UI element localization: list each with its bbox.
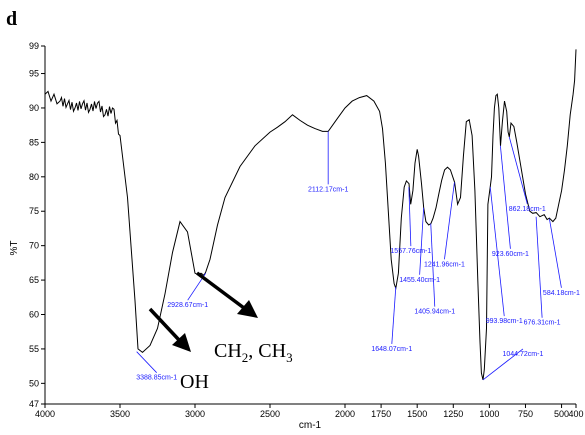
x-tick-label: 2000 — [335, 409, 355, 419]
y-tick-label: 65 — [29, 275, 39, 285]
x-ticks: 4000 3500 3000 2500 2000 1750 1500 1250 1000 750 5… — [35, 404, 584, 419]
peak-leader-line — [419, 207, 425, 275]
y-tick-label: 70 — [29, 241, 39, 251]
peak-leader-line — [136, 351, 157, 373]
peak-label: 1557.76cm-1 — [390, 248, 431, 255]
ch-annotation-sub-2: 3 — [286, 350, 293, 365]
oh-arrow — [148, 307, 191, 352]
y-tick-label: 55 — [29, 344, 39, 354]
peak-leader-line — [408, 187, 412, 247]
ch-annotation-sub-1: 2 — [242, 350, 249, 365]
peak-leader-line — [508, 136, 528, 204]
ch-annotation-sep: , — [248, 340, 258, 362]
peak-label: 1455.40cm-1 — [399, 277, 440, 284]
peak-label: 2112.17cm-1 — [308, 186, 348, 193]
x-tick-label: 750 — [518, 409, 533, 419]
ch-arrow — [195, 271, 258, 318]
y-tick-label: 47 — [29, 399, 39, 409]
y-tick-label: 90 — [29, 103, 39, 113]
panel-label: d — [6, 8, 17, 30]
peak-label: 1044.72cm-1 — [502, 351, 543, 358]
x-tick-label: 500 — [554, 409, 569, 419]
x-tick-label: 3000 — [185, 409, 205, 419]
peak-labels: 3388.85cm-1 2928.67cm-1 2112.17cm-1 1648.07… — [136, 131, 580, 382]
peak-leader-line — [549, 218, 562, 288]
peak-leader-line — [482, 348, 524, 381]
peak-leader-line — [391, 286, 397, 344]
y-tick-label: 75 — [29, 206, 39, 216]
x-tick-label: 4000 — [35, 409, 55, 419]
x-tick-label: 2500 — [260, 409, 280, 419]
peak-leader-line — [535, 216, 543, 318]
peak-label: 923.60cm-1 — [492, 251, 529, 258]
x-axis-label: cm-1 — [299, 420, 322, 431]
ch-annotation-main-2: CH — [258, 340, 286, 362]
peak-label: 584.18cm-1 — [543, 290, 580, 297]
x-tick-label: 1250 — [443, 409, 463, 419]
peak-leader-line — [500, 145, 511, 249]
peak-label: 1648.07cm-1 — [371, 346, 412, 353]
ch-annotation: CH2, CH3 — [214, 340, 293, 365]
peak-label: 862.18cm-1 — [509, 206, 546, 213]
y-tick-label: 99 — [29, 41, 39, 51]
peak-label: 676.31cm-1 — [524, 320, 561, 327]
peak-leader-line — [489, 187, 505, 317]
y-tick-label: 60 — [29, 310, 39, 320]
x-tick-label: 400 — [568, 409, 583, 419]
y-tick-label: 80 — [29, 172, 39, 182]
peak-label: 2928.67cm-1 — [167, 302, 208, 309]
peak-label: 1405.94cm-1 — [414, 309, 455, 316]
oh-annotation: OH — [180, 371, 209, 393]
x-tick-label: 1000 — [479, 409, 499, 419]
plot-area: 4000 3500 3000 2500 2000 1750 1500 1250 1000 750 5… — [29, 41, 584, 419]
peak-label: 993.98cm-1 — [486, 318, 523, 325]
x-tick-label: 3500 — [110, 409, 130, 419]
transmittance-line — [44, 49, 577, 381]
y-ticks: 47 50 55 60 65 70 75 80 85 90 95 99 — [29, 41, 45, 409]
y-axis-label: %T — [9, 241, 20, 256]
y-tick-label: 85 — [29, 137, 39, 147]
peak-leader-line — [430, 223, 436, 307]
peak-label: 1241.96cm-1 — [424, 261, 465, 268]
y-tick-label: 95 — [29, 69, 39, 79]
peak-leader-line — [444, 182, 455, 260]
x-tick-label: 1500 — [407, 409, 427, 419]
x-tick-label: 1750 — [371, 409, 391, 419]
y-tick-label: 50 — [29, 378, 39, 388]
peak-label: 3388.85cm-1 — [136, 375, 177, 382]
